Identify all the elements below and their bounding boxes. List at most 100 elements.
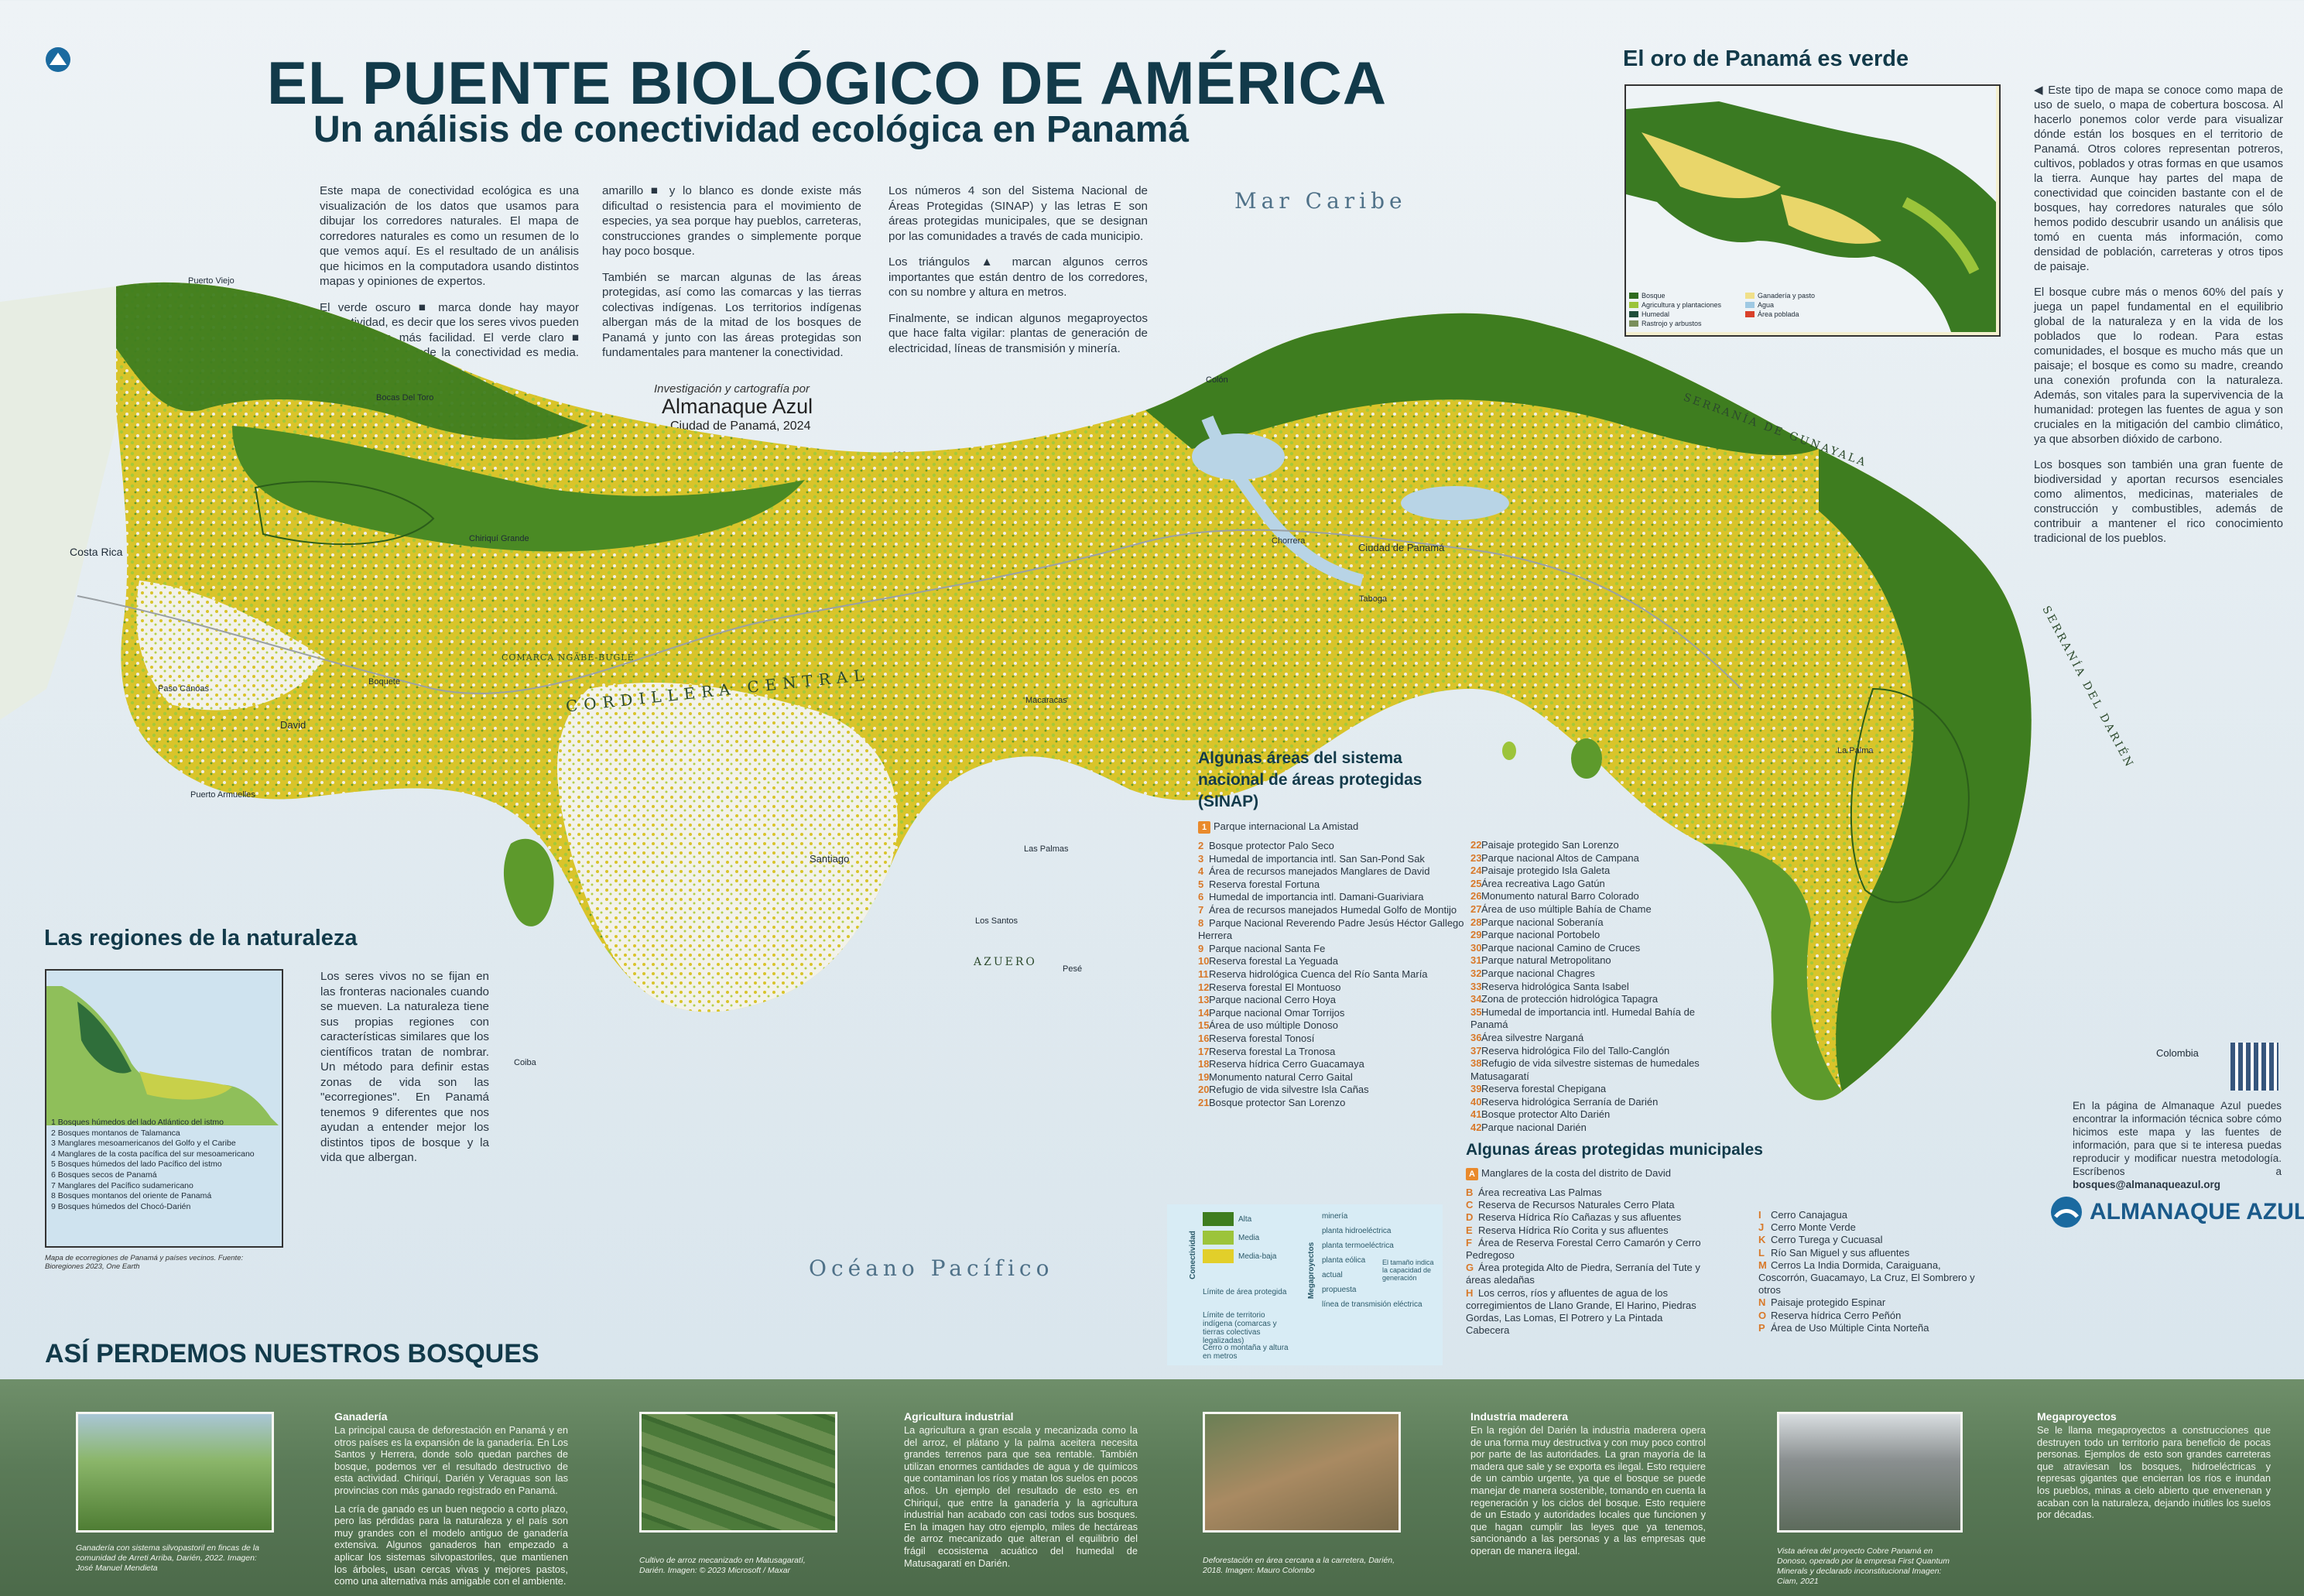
bayano-lake	[1401, 486, 1509, 520]
item-number: M	[1758, 1259, 1767, 1271]
item-number: E	[1466, 1224, 1473, 1236]
item-label: Parque nacional Cerro Hoya	[1209, 994, 1337, 1006]
item-label: Área recreativa Lago Gatún	[1481, 877, 1605, 889]
item-label: Los cerros, ríos y afluentes de agua de …	[1466, 1286, 1696, 1337]
caribbean-sea-label: Mar Caribe	[1234, 188, 1407, 214]
item-label: Reserva hídrica Cerro Peñón	[1771, 1309, 1902, 1321]
list-item: 3 Humedal de importancia intl. San San-Po…	[1198, 853, 1481, 866]
land-use-legend-item: Área poblada	[1745, 310, 1799, 318]
item-label: Parque nacional Omar Torrijos	[1209, 1006, 1345, 1019]
list-item: G Área protegida Alto de Piedra, Serranía…	[1466, 1262, 1706, 1286]
legend-swatch	[1629, 293, 1638, 299]
list-item: 38Refugio de vida silvestre sistemas de …	[1470, 1057, 1710, 1083]
item-number: 30	[1470, 941, 1482, 954]
high-connectivity-zone	[116, 282, 588, 440]
list-item: B Área recreativa Las Palmas	[1466, 1187, 1706, 1199]
list-item: D Reserva Hídrica Río Cañazas y sus aflue…	[1466, 1211, 1706, 1224]
region-label: COMARCA NGÄBE-BUGLÉ	[502, 652, 635, 663]
legend-swatch	[1629, 320, 1638, 327]
item-label: Parque nacional Camino de Cruces	[1481, 941, 1641, 954]
list-item: 11Reserva hidrológica Cuenca del Río San…	[1198, 968, 1481, 981]
list-item: 33Reserva hidrológica Santa Isabel	[1470, 981, 1710, 994]
caption-ganaderia: Ganadería con sistema silvopastoril en f…	[76, 1543, 259, 1573]
sinap-list-col-1: 1 Parque internacional La Amistad 2 Bosque …	[1198, 820, 1481, 1109]
item-label: Paisaje protegido Isla Galeta	[1481, 865, 1611, 877]
caption-agricultura: Cultivo de arroz mecanizado en Matusagar…	[639, 1556, 806, 1575]
item-label: Cerro Turega y Cucuasal	[1771, 1234, 1883, 1246]
mega-legend-item: propuesta	[1322, 1286, 1357, 1294]
section-title-ganaderia: Ganadería	[334, 1410, 388, 1423]
list-item: 9 Parque nacional Santa Fe	[1198, 943, 1481, 956]
land-use-inset-map: Bosque Agricultura y plantaciones Humedal R…	[1624, 84, 2001, 337]
protected-area-boundary	[1850, 687, 1970, 903]
list-item: 35Humedal de importancia intl. Humedal B…	[1470, 1006, 1710, 1032]
mega-legend-item: actual	[1322, 1271, 1343, 1279]
item-number: 14	[1198, 1006, 1210, 1019]
list-item: 26Monumento natural Barro Colorado	[1470, 890, 1710, 903]
conectividad-legend-item: Alta	[1203, 1212, 1276, 1226]
item-number: C	[1466, 1199, 1474, 1211]
place-label: Boquete	[368, 677, 400, 687]
contact-email-link[interactable]: bosques@almanaqueazul.org	[2073, 1179, 2220, 1190]
item-number: 36	[1470, 1031, 1482, 1043]
mega-legend-item: planta hidroeléctrica	[1322, 1227, 1392, 1235]
list-item: C Reserva de Recursos Naturales Cerro Pla…	[1466, 1199, 1706, 1211]
gatun-lake	[1192, 433, 1285, 480]
list-item: J Cerro Monte Verde	[1758, 1221, 1983, 1234]
place-label: Ciudad de Panamá	[1358, 542, 1445, 553]
photo-madera	[1203, 1412, 1401, 1533]
land-use-map	[1626, 86, 1996, 332]
item-number: 15	[1198, 1019, 1210, 1032]
conectividad-legend-item: Media	[1203, 1231, 1276, 1245]
item-label: Reserva hidrológica Cuenca del Río Santa…	[1209, 968, 1428, 980]
place-label: Bocas Del Toro	[376, 393, 434, 402]
place-label: Macaracas	[1025, 696, 1067, 705]
ecoregion-item: 3 Manglares mesoamericanos del Golfo y e…	[51, 1139, 236, 1149]
conectividad-legend-item: Media-baja	[1203, 1249, 1276, 1263]
pearl-islands	[1502, 741, 1516, 760]
item-number: 21	[1198, 1096, 1210, 1108]
item-number: 18	[1198, 1058, 1210, 1070]
legend-label: Bosque	[1642, 292, 1666, 300]
item-label: Parque natural Metropolitano	[1481, 954, 1611, 967]
item-label: Área de uso múltiple Bahía de Chame	[1481, 902, 1652, 915]
almanaque-logo-icon	[2051, 1197, 2082, 1228]
section-text-ganaderia: La principal causa de deforestación en P…	[334, 1424, 568, 1587]
item-number: O	[1758, 1309, 1767, 1321]
item-number: F	[1466, 1236, 1472, 1248]
protected-area-boundary	[254, 481, 435, 546]
item-label: Área de recursos manejados Humedal Golfo…	[1209, 903, 1457, 916]
list-item: K Cerro Turega y Cucuasal	[1758, 1234, 1983, 1246]
list-item: 8 Parque Nacional Reverendo Padre Jesús H…	[1198, 917, 1481, 943]
list-item: 10Reserva forestal La Yeguada	[1198, 955, 1481, 968]
bottom-band: Ganadería con sistema silvopastoril en f…	[0, 1379, 2304, 1596]
item-number: H	[1466, 1286, 1474, 1299]
legend-label: Media-baja	[1238, 1252, 1277, 1261]
intro-paragraph: También se marcan algunas de las áreas p…	[602, 270, 861, 360]
item-label: Humedal de importancia intl. San San-Pon…	[1209, 852, 1425, 865]
list-item: 31Parque natural Metropolitano	[1470, 954, 1710, 968]
list-item: H Los cerros, ríos y afluentes de agua de…	[1466, 1287, 1706, 1337]
ecoregion-item: 9 Bosques húmedos del Chocó-Darién	[51, 1201, 191, 1211]
item-number: 23	[1470, 851, 1482, 864]
perdemos-title: ASÍ PERDEMOS NUESTROS BOSQUES	[45, 1339, 539, 1368]
item-label: Paisaje protegido Espinar	[1771, 1296, 1886, 1309]
item-label: Refugio de vida silvestre sistemas de hu…	[1470, 1057, 1700, 1082]
oro-paragraph: Los bosques son también una gran fuente …	[2034, 459, 2283, 545]
list-item: 28Parque nacional Soberanía	[1470, 916, 1710, 930]
place-label: Paso Canoas	[158, 684, 210, 694]
item-number: 20	[1198, 1084, 1210, 1096]
ecoregions-map	[46, 986, 279, 1125]
credit-line: Investigación y cartografía por	[654, 382, 810, 396]
map-legend: Conectividad Alta Media Media-baja Límite …	[1167, 1204, 1443, 1365]
item-label: Área de recursos manejados Manglares de …	[1209, 865, 1430, 878]
land-use-legend-item: Agua	[1745, 301, 1774, 309]
caption-madera: Deforestación en área cercana a la carre…	[1203, 1556, 1395, 1575]
high-connectivity-zone	[1703, 844, 1842, 1101]
high-connectivity-zone	[232, 426, 805, 552]
qr-code-icon[interactable]	[2230, 1043, 2278, 1091]
item-label: Área de Uso Múltiple Cinta Norteña	[1771, 1321, 1929, 1334]
item-number: 29	[1470, 929, 1482, 941]
list-item: 17Reserva forestal La Tronosa	[1198, 1046, 1481, 1059]
list-item: 1 Parque internacional La Amistad	[1198, 820, 1481, 834]
